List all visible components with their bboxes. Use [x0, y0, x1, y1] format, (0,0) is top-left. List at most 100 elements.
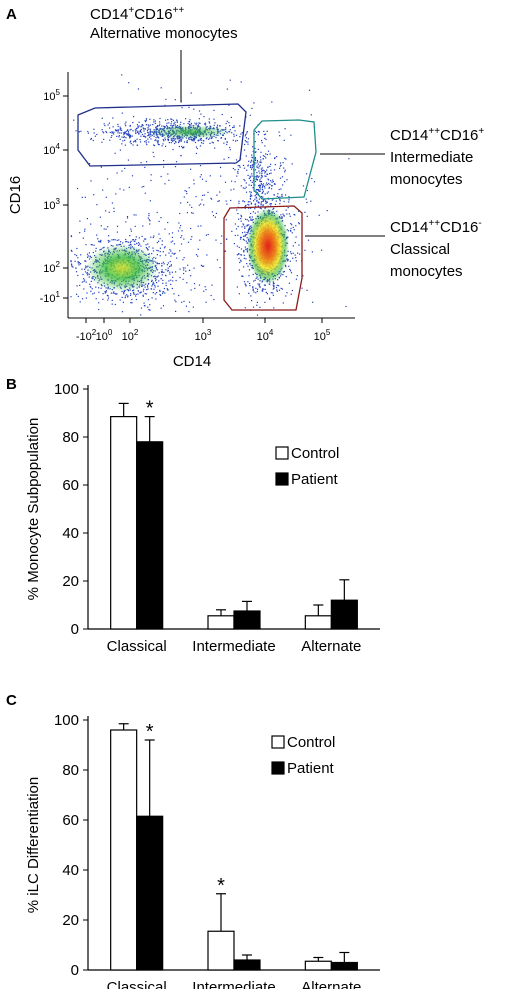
- flow-event: [148, 141, 150, 143]
- bar: [330, 599, 358, 630]
- flow-event: [273, 282, 275, 284]
- flow-event: [186, 212, 188, 214]
- flow-event: [91, 288, 93, 290]
- flow-event: [132, 291, 135, 294]
- flow-event: [215, 212, 217, 214]
- flow-event: [246, 237, 248, 239]
- flow-event: [165, 254, 167, 256]
- flow-event: [269, 165, 271, 167]
- flow-event: [249, 175, 251, 177]
- flow-event: [206, 254, 208, 256]
- flow-event: [216, 124, 219, 126]
- flow-event: [260, 180, 263, 183]
- flow-event: [134, 243, 136, 245]
- flow-event: [140, 245, 142, 247]
- flow-event: [174, 142, 176, 145]
- annot-classical-line1: CD14++CD16-: [390, 218, 482, 236]
- flow-event: [264, 172, 266, 174]
- flow-event: [193, 267, 195, 269]
- flow-event: [233, 243, 235, 245]
- flow-event: [156, 242, 158, 244]
- flow-event: [290, 253, 292, 255]
- flow-event: [130, 240, 132, 242]
- flow-event: [279, 199, 281, 201]
- flow-event: [254, 158, 256, 160]
- flow-event: [100, 241, 102, 243]
- flow-event: [190, 289, 192, 291]
- flow-event: [238, 218, 240, 220]
- flow-event: [242, 164, 245, 166]
- flow-event: [71, 250, 73, 252]
- flow-density-overlay: [86, 125, 289, 292]
- flow-event: [144, 136, 146, 138]
- flow-event: [132, 130, 134, 132]
- flow-event: [257, 202, 260, 204]
- flow-event: [134, 139, 137, 142]
- flow-event: [240, 254, 242, 256]
- flow-event: [304, 249, 306, 251]
- flow-event: [219, 267, 221, 269]
- flow-event: [190, 275, 192, 277]
- flow-event: [199, 165, 202, 167]
- flow-event: [209, 122, 211, 124]
- flow-event: [121, 143, 123, 145]
- flow-x-tick-label: -102: [76, 328, 97, 343]
- category-label: Classical: [107, 638, 167, 655]
- flow-event: [104, 292, 106, 294]
- flow-event: [123, 136, 125, 138]
- flow-event: [210, 197, 212, 199]
- flow-event: [232, 167, 234, 170]
- flow-event: [98, 291, 100, 293]
- flow-event: [157, 285, 159, 287]
- flow-event: [278, 289, 281, 291]
- flow-event: [129, 241, 131, 243]
- flow-event: [89, 286, 91, 288]
- flow-event: [193, 179, 195, 181]
- flow-event: [92, 293, 94, 295]
- flow-event: [107, 124, 109, 126]
- flow-event: [119, 132, 121, 134]
- gate-alternative: [77, 103, 247, 167]
- flow-event: [130, 302, 132, 304]
- flow-event: [187, 241, 190, 243]
- flow-event: [269, 297, 271, 299]
- chart-b-marks: 0 20 40 60 80 100 % Monocyte Subpopulation Clas…: [25, 381, 380, 655]
- flow-event: [279, 203, 281, 205]
- flow-event: [135, 236, 137, 238]
- flow-event: [249, 201, 251, 203]
- flow-event: [211, 141, 213, 143]
- flow-event: [106, 178, 109, 180]
- flow-event: [247, 164, 249, 166]
- flow-event: [90, 244, 92, 246]
- flow-event: [279, 167, 281, 169]
- flow-event: [181, 145, 183, 148]
- flow-event: [280, 164, 282, 166]
- flow-event: [103, 132, 105, 134]
- flow-event: [170, 283, 172, 285]
- flow-event: [295, 260, 297, 262]
- flow-event: [164, 139, 166, 141]
- flow-event: [118, 136, 120, 138]
- flow-event: [117, 123, 119, 125]
- flow-event: [249, 198, 252, 200]
- flow-event: [195, 254, 198, 256]
- legend-label: Control: [287, 734, 335, 751]
- flow-event: [73, 119, 75, 121]
- flow-event: [296, 275, 298, 277]
- flow-event: [255, 292, 257, 294]
- flow-event: [137, 88, 140, 90]
- flow-event: [245, 137, 247, 139]
- flow-event: [262, 288, 264, 290]
- flow-event: [264, 207, 266, 209]
- flow-event: [172, 139, 174, 141]
- flow-event: [185, 305, 187, 307]
- flow-event: [160, 175, 162, 178]
- flow-event: [268, 187, 270, 189]
- flow-event: [298, 210, 300, 212]
- flow-event: [185, 270, 187, 272]
- flow-event: [145, 247, 147, 249]
- flow-event: [143, 135, 145, 137]
- flow-event: [262, 183, 265, 185]
- flow-event: [178, 294, 180, 297]
- flow-event: [257, 148, 259, 150]
